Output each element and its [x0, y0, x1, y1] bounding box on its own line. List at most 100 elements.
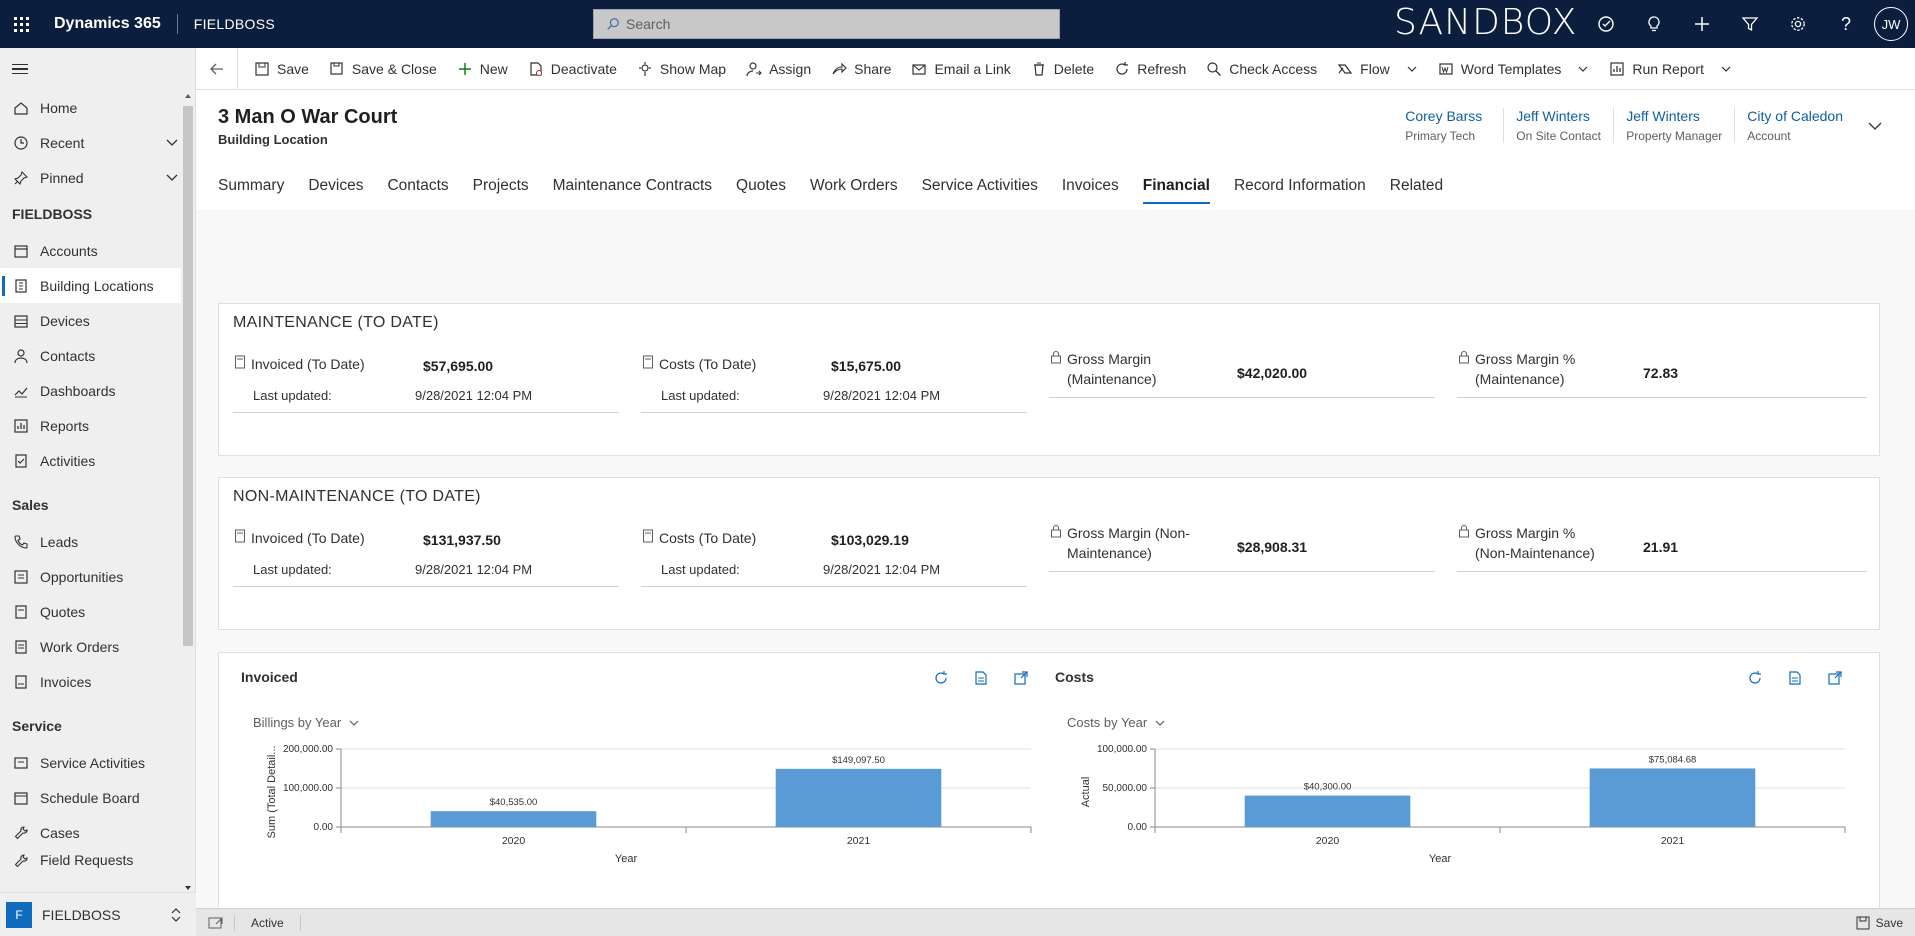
refresh-button[interactable]: Refresh	[1104, 48, 1196, 90]
nav-item-devices[interactable]: Devices	[0, 303, 195, 338]
scrollbar-thumb[interactable]	[183, 106, 193, 646]
header-field-value[interactable]: City of Caledon	[1747, 108, 1843, 124]
field-value[interactable]: 72.83	[1643, 365, 1679, 381]
chart-view-selector[interactable]: Costs by Year	[1067, 715, 1165, 730]
scroll-up-icon[interactable]	[184, 92, 192, 100]
refresh-chart-button[interactable]	[921, 667, 961, 689]
field-value[interactable]: $42,020.00	[1237, 365, 1308, 381]
nav-label: Schedule Board	[40, 789, 140, 806]
assign-button[interactable]: Assign	[736, 48, 821, 90]
view-records-button[interactable]	[1775, 667, 1815, 689]
nav-item-reports[interactable]: Reports	[0, 408, 195, 443]
app-launcher-button[interactable]	[0, 0, 42, 48]
nav-item-contacts[interactable]: Contacts	[0, 338, 195, 373]
nav-item-service-activities[interactable]: Service Activities	[0, 745, 195, 780]
nav-label: Cases	[40, 824, 80, 841]
field-value[interactable]: $15,675.00	[831, 358, 902, 374]
scroll-down-icon[interactable]	[184, 884, 192, 892]
chevron-down-icon[interactable]	[165, 135, 179, 149]
section-title: MAINTENANCE (TO DATE)	[233, 314, 439, 331]
tab-work-orders[interactable]: Work Orders	[810, 177, 898, 194]
tab-summary[interactable]: Summary	[218, 177, 285, 194]
global-search-input[interactable]: Search	[593, 9, 1060, 39]
org-name[interactable]: FIELDBOSS	[193, 16, 276, 32]
field-value[interactable]: $57,695.00	[423, 358, 494, 374]
nav-item-cases[interactable]: Cases	[0, 815, 195, 850]
app-name[interactable]: Dynamics 365	[54, 15, 161, 32]
tab-record-information[interactable]: Record Information	[1233, 177, 1366, 194]
expand-chart-button[interactable]	[1815, 667, 1855, 689]
help-icon[interactable]: ?	[1840, 13, 1851, 34]
nav-item-home[interactable]: Home	[0, 90, 195, 125]
word-templates-button[interactable]: Word Templates	[1428, 48, 1600, 90]
nav-item-dashboards[interactable]: Dashboards	[0, 373, 195, 408]
share-button[interactable]: Share	[821, 48, 901, 90]
nav-item-opportunities[interactable]: Opportunities	[0, 559, 195, 594]
show-map-button[interactable]: Show Map	[627, 48, 736, 90]
header-field-primary-tech[interactable]: Corey Barss Primary Tech	[1393, 108, 1503, 143]
view-records-button[interactable]	[961, 667, 1001, 689]
tab-service-activities[interactable]: Service Activities	[921, 177, 1038, 194]
email-link-button[interactable]: Email a Link	[901, 48, 1020, 90]
save-close-button[interactable]: Save & Close	[319, 48, 447, 90]
nav-item-leads[interactable]: Leads	[0, 524, 195, 559]
run-report-button[interactable]: Run Report	[1599, 48, 1742, 90]
nav-label: Work Orders	[40, 638, 120, 655]
back-button[interactable]	[196, 47, 238, 90]
nav-item-recent[interactable]: Recent	[0, 125, 195, 160]
y-tick-label: 50,000.00	[1103, 783, 1148, 794]
user-avatar[interactable]: JW	[1874, 7, 1908, 41]
tab-invoices[interactable]: Invoices	[1061, 177, 1119, 194]
chart-view-selector[interactable]: Billings by Year	[253, 715, 359, 730]
nav-item-invoices[interactable]: Invoices	[0, 664, 195, 699]
deactivate-button[interactable]: Deactivate	[518, 48, 627, 90]
flow-button[interactable]: Flow	[1327, 48, 1428, 90]
chevron-down-icon[interactable]	[165, 170, 179, 184]
tab-contacts[interactable]: Contacts	[387, 177, 449, 194]
environment-label: SANDBOX	[1394, 2, 1578, 43]
nav-item-building-locations[interactable]: Building Locations	[0, 268, 195, 303]
field-value[interactable]: $28,908.31	[1237, 539, 1308, 555]
field-value[interactable]: $103,029.19	[831, 532, 909, 548]
lightbulb-icon[interactable]	[1630, 0, 1678, 48]
nav-item-pinned[interactable]: Pinned	[0, 160, 195, 195]
status-save-button[interactable]: Save	[1856, 916, 1903, 930]
field-value[interactable]: 21.91	[1643, 539, 1679, 555]
header-field-value[interactable]: Jeff Winters	[1516, 108, 1590, 124]
expand-chart-button[interactable]	[1001, 667, 1041, 689]
plus-icon[interactable]	[1678, 0, 1726, 48]
nav-item-quotes[interactable]: Quotes	[0, 594, 195, 629]
tab-devices[interactable]: Devices	[308, 177, 364, 194]
nav-item-activities[interactable]: Activities	[0, 443, 195, 478]
new-button[interactable]: New	[447, 48, 518, 90]
open-in-new-window-icon[interactable]	[206, 916, 226, 930]
save-button[interactable]: Save	[244, 48, 319, 90]
nav-item-work-orders[interactable]: Work Orders	[0, 629, 195, 664]
tab-projects[interactable]: Projects	[472, 177, 529, 194]
filter-icon[interactable]	[1726, 0, 1774, 48]
delete-button[interactable]: Delete	[1021, 48, 1104, 90]
tab-related[interactable]: Related	[1389, 177, 1444, 194]
header-field-property-manager[interactable]: Jeff Winters Property Manager	[1613, 108, 1734, 143]
nav-item-schedule-board[interactable]: Schedule Board	[0, 780, 195, 815]
header-field-value[interactable]: Jeff Winters	[1626, 108, 1700, 124]
header-field-value[interactable]: Corey Barss	[1405, 108, 1483, 124]
field-gross-margin-pct: Gross Margin % (Maintenance) 72.83	[1457, 349, 1867, 439]
y-tick-label: 0.00	[1128, 822, 1148, 833]
tab-financial[interactable]: Financial	[1131, 168, 1222, 204]
nav-item-field-requests[interactable]: Field Requests	[0, 850, 195, 868]
area-switcher[interactable]: F FIELDBOSS	[0, 892, 196, 936]
sidebar-scrollbar[interactable]	[181, 90, 195, 890]
header-field-on-site-contact[interactable]: Jeff Winters On Site Contact	[1503, 108, 1613, 143]
gear-icon[interactable]	[1774, 0, 1822, 48]
collapse-nav-button[interactable]	[0, 48, 195, 90]
tab-quotes[interactable]: Quotes	[736, 177, 787, 194]
refresh-chart-button[interactable]	[1735, 667, 1775, 689]
header-expand-button[interactable]	[1855, 108, 1895, 143]
check-access-button[interactable]: Check Access	[1196, 48, 1327, 90]
header-field-account[interactable]: City of Caledon Account	[1734, 108, 1855, 143]
task-icon[interactable]	[1582, 0, 1630, 48]
field-value[interactable]: $131,937.50	[423, 532, 501, 548]
tab-maintenance-contracts[interactable]: Maintenance Contracts	[552, 177, 713, 194]
nav-item-accounts[interactable]: Accounts	[0, 233, 195, 268]
